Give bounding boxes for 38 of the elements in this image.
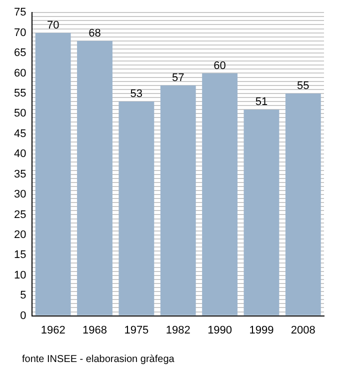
- y-tick-label: 0: [20, 310, 26, 322]
- data-label: 51: [255, 96, 268, 108]
- y-tick-label: 20: [14, 228, 26, 241]
- bar: [118, 102, 154, 316]
- x-tick-label: 1968: [82, 324, 107, 336]
- x-tick-label: 1999: [249, 324, 274, 336]
- bar: [35, 32, 71, 316]
- y-tick-label: 5: [20, 290, 26, 302]
- y-tick-label: 15: [14, 249, 26, 262]
- data-label: 57: [172, 72, 184, 84]
- y-tick-label: 55: [14, 87, 26, 100]
- y-tick-label: 45: [14, 128, 26, 140]
- bar: [160, 85, 196, 316]
- bar: [285, 93, 321, 316]
- data-label: 70: [46, 19, 60, 32]
- y-tick-label: 70: [14, 26, 26, 39]
- y-tick-label: 60: [14, 67, 26, 80]
- x-tick-label: 1962: [40, 324, 66, 336]
- y-tick-label: 40: [14, 148, 26, 160]
- y-tick-label: 25: [14, 208, 26, 221]
- x-tick-label: 1975: [124, 324, 149, 336]
- y-tick-label: 10: [14, 269, 26, 282]
- bar: [244, 110, 280, 316]
- bar: [77, 40, 112, 316]
- y-tick-label: 30: [14, 188, 26, 201]
- x-tick-label: 2008: [290, 324, 316, 336]
- bar: [202, 73, 238, 316]
- y-tick-label: 35: [14, 168, 26, 180]
- y-tick-label: 75: [14, 6, 26, 19]
- x-tick-label: 1982: [166, 324, 190, 336]
- y-tick-label: 65: [14, 47, 26, 60]
- data-label: 60: [214, 60, 226, 72]
- source-note: fonte INSEE - elaborasion gràfega: [22, 354, 176, 365]
- data-label: 68: [88, 27, 101, 40]
- data-label: 53: [130, 88, 143, 100]
- y-tick-label: 50: [14, 108, 26, 120]
- data-label: 55: [297, 80, 310, 92]
- x-tick-label: 1990: [208, 324, 232, 336]
